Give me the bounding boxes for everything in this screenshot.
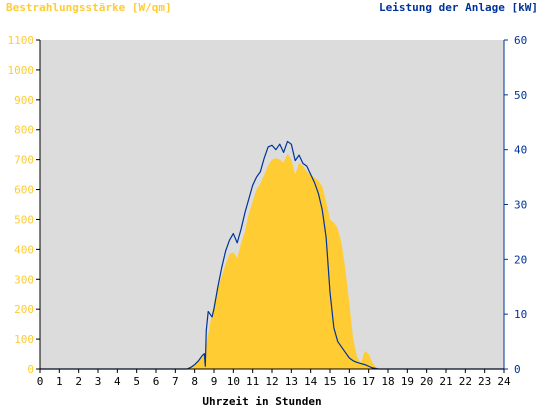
x-tick-label: 22 [459, 375, 472, 388]
left-tick-label: 400 [14, 243, 34, 256]
left-tick-label: 1100 [8, 34, 35, 47]
right-tick-label: 40 [514, 144, 527, 157]
x-tick-label: 14 [304, 375, 318, 388]
x-tick-label: 12 [265, 375, 278, 388]
left-tick-label: 700 [14, 154, 34, 167]
x-tick-label: 18 [381, 375, 394, 388]
right-axis-title: Leistung der Anlage [kW] [379, 1, 538, 14]
left-tick-label: 200 [14, 303, 34, 316]
x-tick-label: 13 [285, 375, 298, 388]
left-tick-label: 900 [14, 94, 34, 107]
x-tick-label: 4 [114, 375, 121, 388]
x-tick-label: 24 [497, 375, 511, 388]
x-axis-label: Uhrzeit in Stunden [202, 395, 321, 408]
left-tick-label: 300 [14, 273, 34, 286]
x-tick-label: 15 [323, 375, 336, 388]
right-tick-label: 20 [514, 253, 527, 266]
left-tick-label: 500 [14, 213, 34, 226]
right-tick-label: 60 [514, 34, 527, 47]
left-tick-label: 600 [14, 184, 34, 197]
x-tick-label: 10 [227, 375, 240, 388]
x-tick-label: 11 [246, 375, 259, 388]
x-tick-label: 6 [153, 375, 160, 388]
left-tick-label: 100 [14, 333, 34, 346]
left-axis-title: Bestrahlungsstärke [W/qm] [6, 1, 172, 14]
x-tick-label: 9 [211, 375, 218, 388]
left-tick-label: 0 [27, 363, 34, 376]
x-tick-label: 8 [191, 375, 198, 388]
right-tick-label: 50 [514, 89, 527, 102]
left-tick-label: 1000 [8, 64, 35, 77]
x-tick-label: 16 [343, 375, 356, 388]
x-tick-label: 21 [439, 375, 452, 388]
irradiance-area [40, 153, 504, 369]
right-tick-label: 0 [514, 363, 521, 376]
right-tick-label: 10 [514, 308, 527, 321]
x-tick-label: 7 [172, 375, 179, 388]
x-tick-label: 23 [478, 375, 491, 388]
x-tick-label: 3 [95, 375, 102, 388]
right-tick-label: 30 [514, 199, 527, 212]
x-tick-label: 5 [133, 375, 140, 388]
x-tick-label: 1 [56, 375, 63, 388]
left-tick-label: 800 [14, 124, 34, 137]
x-tick-label: 17 [362, 375, 375, 388]
power-line [40, 140, 504, 370]
x-tick-label: 0 [37, 375, 44, 388]
x-tick-label: 20 [420, 375, 433, 388]
x-tick-label: 2 [75, 375, 82, 388]
x-tick-label: 19 [401, 375, 414, 388]
